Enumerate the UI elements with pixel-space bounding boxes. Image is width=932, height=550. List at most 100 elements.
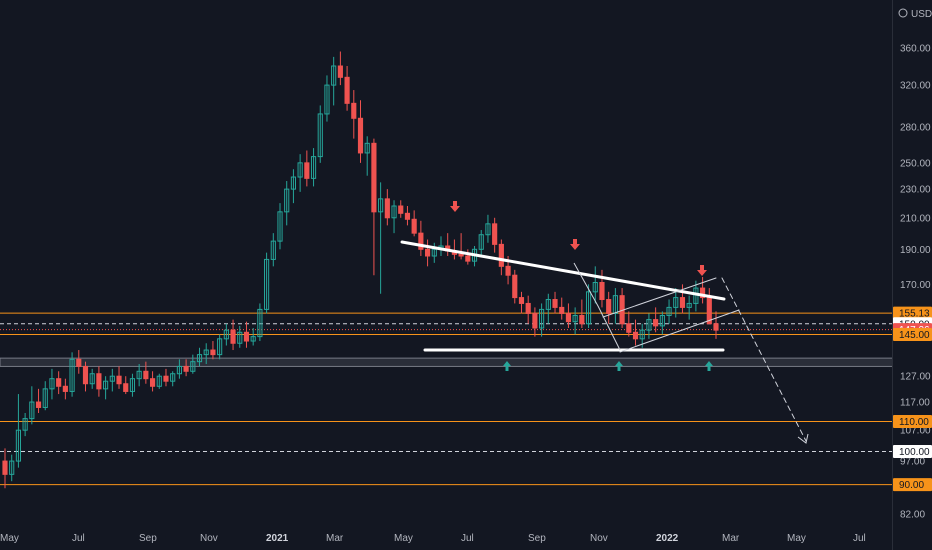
- candle-body: [344, 76, 350, 104]
- sell-arrow-icon: [697, 265, 707, 276]
- candle: [163, 368, 169, 387]
- time-tick-label: Sep: [528, 533, 546, 544]
- candle-body: [103, 380, 109, 390]
- support-zone: [0, 357, 894, 367]
- candle-body: [324, 84, 330, 115]
- candle: [284, 181, 290, 226]
- candle: [49, 368, 55, 400]
- candle: [518, 291, 525, 314]
- candle-body: [572, 314, 578, 323]
- candle-body: [62, 385, 68, 392]
- time-tick-label: Jul: [461, 533, 474, 544]
- candle: [411, 210, 417, 237]
- candle-body: [639, 329, 645, 340]
- candle: [612, 288, 618, 324]
- candle: [478, 230, 484, 257]
- candle-body: [2, 460, 8, 475]
- candle-body: [357, 117, 364, 154]
- candle: [344, 66, 350, 111]
- time-tick-label: Mar: [326, 533, 344, 544]
- time-tick-label: Mar: [722, 533, 740, 544]
- candle: [116, 366, 122, 389]
- candle-body: [465, 255, 471, 262]
- candle: [686, 295, 692, 320]
- candle-body: [116, 375, 122, 385]
- time-axis-ticks: May Jul Sep Nov 2021 Mar May Jul Sep Nov 2022 Mar Ma…: [0, 533, 866, 544]
- candle: [210, 341, 216, 360]
- candle-body: [203, 349, 209, 356]
- candle-body: [15, 429, 21, 462]
- candle-body: [170, 373, 176, 382]
- settings-icon[interactable]: [898, 8, 908, 18]
- candle-body: [49, 378, 55, 390]
- candle-body: [183, 365, 189, 372]
- candle: [250, 327, 256, 346]
- projection-path: [721, 277, 807, 442]
- candle-body: [264, 258, 270, 310]
- candle-body: [659, 314, 665, 327]
- candle: [190, 354, 196, 374]
- sell-arrow-icon: [570, 239, 580, 250]
- candle: [485, 214, 491, 243]
- time-tick-label: Nov: [200, 533, 218, 544]
- candle-body: [270, 240, 276, 260]
- price-axis-ticks: 360.00 320.00 280.00 250.00 230.00 210.00 190.…: [900, 44, 931, 521]
- candle: [270, 233, 276, 267]
- candle: [109, 368, 115, 392]
- price-tick-label: 210.00: [900, 213, 931, 224]
- candle-body: [237, 331, 243, 344]
- drawings-layer: [400, 201, 809, 444]
- candle-body: [96, 373, 102, 390]
- candle-body: [196, 354, 203, 363]
- candle-body: [559, 306, 565, 314]
- buy-arrow-icon: [705, 361, 713, 371]
- candle: [357, 100, 364, 163]
- candle: [129, 373, 136, 397]
- candle: [196, 347, 203, 367]
- candle: [264, 252, 270, 314]
- candle-body: [398, 205, 404, 214]
- candle: [82, 361, 89, 392]
- badge-label: 110.00: [899, 417, 929, 428]
- candle-body: [143, 370, 149, 380]
- candle: [364, 136, 370, 176]
- badge-bg: [893, 327, 932, 341]
- badge-label: 155.13: [899, 309, 930, 320]
- candle: [498, 239, 504, 276]
- price-tick-label: 320.00: [900, 81, 931, 92]
- candle-body: [310, 156, 317, 179]
- candle-body: [485, 223, 491, 236]
- candle: [331, 56, 337, 106]
- candle: [431, 242, 437, 263]
- time-tick-label: Sep: [139, 533, 157, 544]
- candle-body: [612, 295, 618, 314]
- candle: [626, 311, 632, 337]
- candle: [700, 277, 706, 304]
- candle-body: [505, 265, 511, 276]
- candle-body: [304, 162, 310, 179]
- channel-lower-line: [619, 309, 740, 353]
- candle: [136, 364, 142, 387]
- candle: [552, 291, 558, 314]
- candle: [673, 288, 679, 318]
- candle: [203, 343, 209, 365]
- candle-body: [585, 291, 592, 325]
- candle: [243, 321, 250, 348]
- currency-label[interactable]: USD: [911, 9, 932, 20]
- candle: [424, 239, 431, 267]
- candle: [337, 51, 343, 86]
- candle: [351, 90, 357, 139]
- candle-body: [418, 232, 424, 250]
- currency-selector[interactable]: USD: [898, 8, 932, 20]
- candle-body: [284, 188, 290, 213]
- candle-body: [492, 223, 498, 245]
- candle: [176, 359, 182, 379]
- candle-body: [69, 358, 75, 392]
- candle-body: [156, 375, 162, 387]
- candle: [42, 381, 48, 411]
- candle-body: [56, 378, 62, 387]
- buy-arrow-icon: [615, 361, 623, 371]
- candle: [465, 249, 471, 265]
- candle: [9, 454, 15, 482]
